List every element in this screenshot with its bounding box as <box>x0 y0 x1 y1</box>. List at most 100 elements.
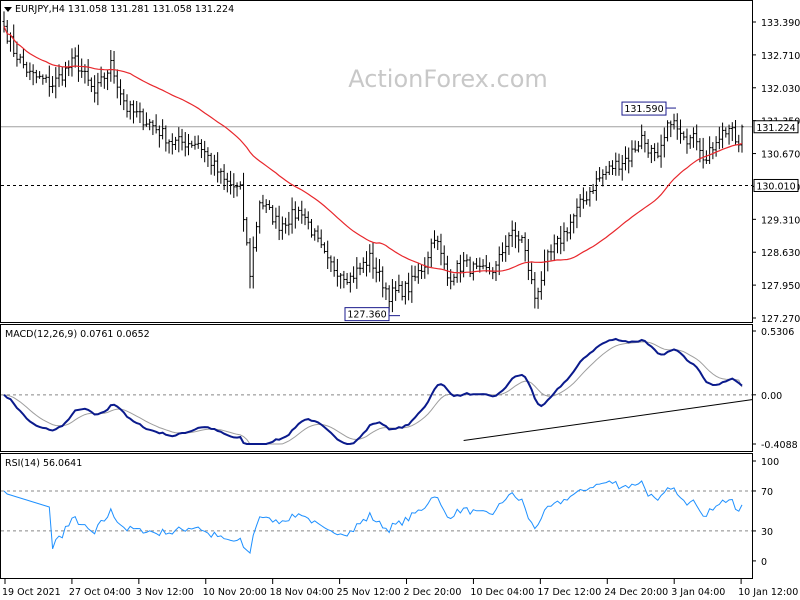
price-bar <box>394 281 398 301</box>
price-tick-label: 128.630 <box>761 248 800 259</box>
time-x-axis: 19 Oct 2021 27 Oct 04:00 3 Nov 12:00 10 Nov… <box>2 579 798 598</box>
price-bar <box>504 235 508 262</box>
price-bar <box>439 233 443 266</box>
price-bar <box>144 112 148 127</box>
price-bar <box>465 254 469 267</box>
price-bar <box>274 207 278 229</box>
time-tick-label: 2 Dec 20:00 <box>404 587 462 598</box>
price-bar <box>242 172 246 232</box>
price-tick-label: 127.270 <box>761 314 800 325</box>
price-bar <box>264 199 268 214</box>
price-bar <box>623 146 627 171</box>
level-label: 131.224 <box>756 123 795 134</box>
rsi-layer <box>1 480 752 554</box>
price-bar <box>60 66 64 86</box>
price-bar <box>556 235 559 254</box>
chevron-down-icon[interactable] <box>4 7 12 12</box>
rsi-tick-label: 70 <box>761 487 773 498</box>
price-bar <box>112 50 116 84</box>
price-bar <box>727 124 731 145</box>
price-bar <box>135 101 139 118</box>
price-bar <box>371 242 375 279</box>
price-bar <box>358 262 362 276</box>
price-bar <box>617 153 621 176</box>
price-bar <box>436 235 440 251</box>
price-bar <box>245 217 249 246</box>
price-bar <box>649 144 653 164</box>
price-bar <box>177 127 181 153</box>
price-bar <box>695 124 699 151</box>
time-tick-label: 10 Nov 20:00 <box>203 587 267 598</box>
price-bar <box>390 279 394 313</box>
price-bar <box>361 257 365 273</box>
price-bar <box>157 125 161 148</box>
price-bar <box>131 100 135 124</box>
price-bar <box>701 137 705 169</box>
price-chart-title: EURJPY,H4 131.058 131.281 131.058 131.22… <box>15 4 234 15</box>
price-bar <box>365 251 369 277</box>
price-bar <box>578 194 582 218</box>
price-bar <box>345 272 349 285</box>
low-callout-label: 127.360 <box>347 310 386 321</box>
price-bar <box>455 260 459 283</box>
price-bar <box>306 211 310 230</box>
price-bar <box>342 270 346 289</box>
price-bar <box>64 61 67 88</box>
price-bar <box>679 119 682 144</box>
price-bar <box>572 213 576 234</box>
price-bar <box>539 271 543 300</box>
price-bar <box>407 272 411 301</box>
price-bar <box>633 140 637 153</box>
price-bar <box>669 120 673 138</box>
price-bar <box>416 262 420 284</box>
price-bar <box>659 134 663 168</box>
price-bar <box>374 257 378 283</box>
price-bar <box>468 256 472 278</box>
price-bar <box>167 139 171 154</box>
price-bar <box>80 58 84 78</box>
price-bar <box>403 281 407 305</box>
price-bar <box>691 127 695 148</box>
price-bar <box>70 48 74 77</box>
price-bar <box>297 206 301 221</box>
price-bar <box>740 124 744 153</box>
level-box <box>753 178 799 192</box>
price-bar <box>199 139 203 159</box>
price-bar <box>682 131 686 141</box>
price-bar <box>481 259 485 270</box>
price-bar <box>646 139 650 158</box>
price-bar <box>34 69 38 84</box>
price-bar <box>627 147 631 174</box>
price-bar <box>423 257 427 279</box>
price-bar <box>57 64 61 88</box>
price-bar <box>28 62 32 81</box>
price-bar <box>174 136 178 151</box>
price-bar <box>688 134 692 149</box>
time-tick-label: 10 Jan 12:00 <box>738 587 798 598</box>
price-bar <box>313 228 317 241</box>
price-bar <box>588 187 592 207</box>
price-bar <box>565 227 569 242</box>
price-bar <box>89 77 93 93</box>
price-bar <box>138 102 142 124</box>
price-bar <box>316 225 320 243</box>
price-bar <box>329 255 333 272</box>
price-bar <box>93 75 97 103</box>
price-bar <box>332 256 336 277</box>
price-bar <box>151 120 155 136</box>
price-bar <box>271 205 275 225</box>
price-bar <box>319 229 323 249</box>
price-bar <box>420 264 424 280</box>
price-bar <box>38 71 42 79</box>
price-bar <box>258 200 262 234</box>
price-bar <box>559 225 563 255</box>
macd-tick-label: -0.4088 <box>761 440 798 451</box>
price-bar <box>180 128 184 151</box>
macd-tick-label: 0.00 <box>761 391 782 402</box>
price-tick-label: 133.390 <box>761 18 800 29</box>
price-bar <box>193 135 197 150</box>
price-bar <box>449 269 453 290</box>
price-bar <box>352 266 356 283</box>
price-bar <box>708 136 712 164</box>
